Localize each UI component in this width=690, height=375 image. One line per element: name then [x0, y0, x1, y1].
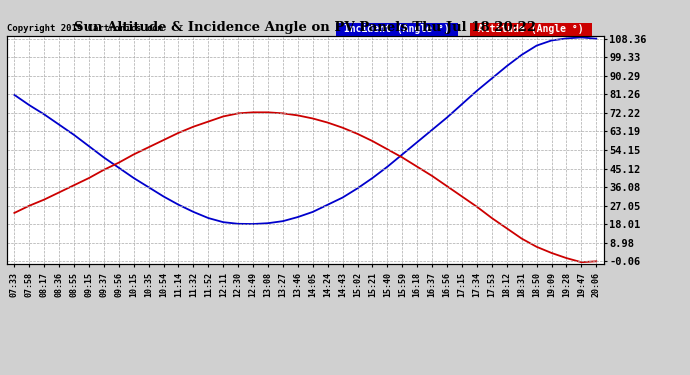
Text: Incident (Angle °): Incident (Angle °) — [338, 24, 455, 34]
Title: Sun Altitude & Incidence Angle on PV Panels Thu Jul 18 20:22: Sun Altitude & Incidence Angle on PV Pan… — [75, 21, 536, 34]
Text: Copyright 2019 Cartronics.com: Copyright 2019 Cartronics.com — [7, 24, 163, 33]
Text: Altitude (Angle °): Altitude (Angle °) — [473, 24, 590, 34]
